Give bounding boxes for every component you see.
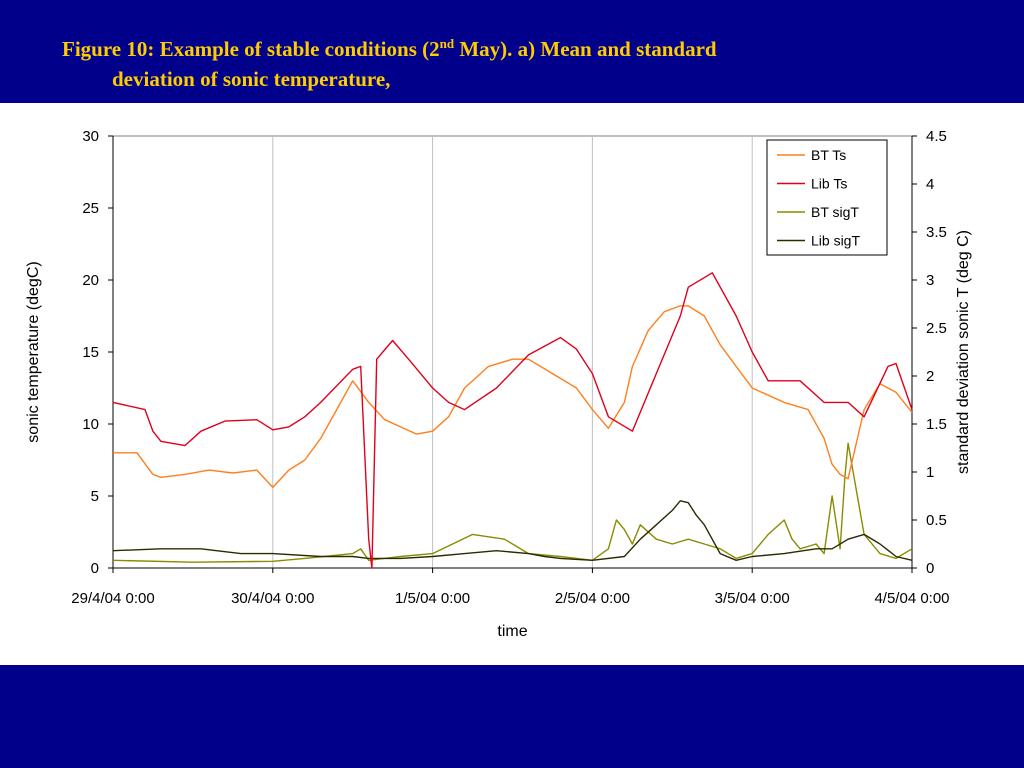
series-line-lib-ts xyxy=(112,272,913,569)
y-tick-label-left: 0 xyxy=(91,560,99,577)
legend-label: Lib Ts xyxy=(811,176,847,192)
x-tick-label: 4/5/04 0:00 xyxy=(874,590,949,607)
x-axis-title: time xyxy=(497,623,527,640)
x-tick-label: 2/5/04 0:00 xyxy=(555,590,630,607)
y-axis-title-right: standard deviation sonic T (deg C) xyxy=(955,230,972,474)
y-tick-label-left: 20 xyxy=(82,272,99,289)
y-tick-label-left: 15 xyxy=(82,344,99,361)
footer-band xyxy=(0,665,1024,768)
y-tick-label-right: 4.5 xyxy=(926,128,947,145)
legend-label: BT Ts xyxy=(811,147,846,163)
x-tick-label: 30/4/04 0:00 xyxy=(231,590,314,607)
y-tick-label-left: 5 xyxy=(91,488,99,505)
y-tick-label-right: 1 xyxy=(926,464,934,481)
y-tick-label-right: 0.5 xyxy=(926,512,947,529)
x-tick-label: 29/4/04 0:00 xyxy=(71,590,154,607)
y-tick-label-right: 3 xyxy=(926,272,934,289)
legend-label: Lib sigT xyxy=(811,233,860,249)
slide-title: Figure 10: Example of stable conditions … xyxy=(62,34,962,94)
y-tick-label-right: 3.5 xyxy=(926,224,947,241)
legend-box xyxy=(766,139,888,256)
x-tick-label: 1/5/04 0:00 xyxy=(395,590,470,607)
y-tick-label-right: 2 xyxy=(926,368,934,385)
y-tick-label-right: 4 xyxy=(926,176,934,193)
y-tick-label-left: 10 xyxy=(82,416,99,433)
dual-axis-line-chart: 29/4/04 0:00 30/4/04 0:00 1/5/04 0:00 2/5/0… xyxy=(25,128,972,640)
x-tick-label: 3/5/04 0:00 xyxy=(715,590,790,607)
y-tick-label-right: 0 xyxy=(926,560,934,577)
y-tick-label-right: 1.5 xyxy=(926,416,947,433)
title-band xyxy=(0,0,1024,103)
slide-title-superscript: nd xyxy=(439,36,455,51)
slide-title-part1: Figure 10: Example of stable conditions … xyxy=(62,37,440,61)
slide-title-line2: deviation of sonic temperature, xyxy=(112,67,391,91)
y-tick-label-left: 25 xyxy=(82,200,99,217)
series-line-lib-sigt xyxy=(112,500,913,561)
series-line-bt-ts xyxy=(113,305,913,489)
slide-title-part2: May). a) Mean and standard xyxy=(454,37,717,61)
legend-label: BT sigT xyxy=(811,204,859,220)
y-tick-label-left: 30 xyxy=(82,128,99,145)
y-tick-label-right: 2.5 xyxy=(926,320,947,337)
y-axis-title-left: sonic temperature (degC) xyxy=(25,261,42,442)
